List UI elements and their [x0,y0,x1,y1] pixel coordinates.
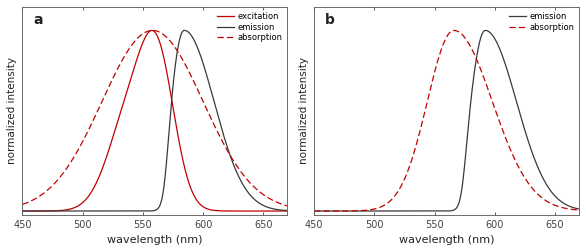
emission [311,209,318,212]
emission [279,209,286,212]
emission [181,29,188,32]
emission [412,209,419,212]
X-axis label: wavelength (nm): wavelength (nm) [399,235,495,245]
emission [250,197,257,200]
absorption [49,184,56,187]
absorption [132,39,139,42]
absorption [19,203,26,206]
excitation [148,29,155,32]
emission [341,209,348,212]
absorption [341,209,348,212]
Line: absorption: absorption [314,30,579,211]
Legend: excitation, emission, absorption: excitation, emission, absorption [217,11,283,43]
emission [121,209,128,212]
Text: a: a [33,13,43,27]
absorption [284,204,291,207]
absorption [356,209,363,212]
absorption [450,29,457,32]
absorption [149,29,156,32]
Line: absorption: absorption [22,30,288,206]
emission [49,209,56,212]
emission [65,209,72,212]
excitation [250,209,257,212]
emission [570,206,577,209]
emission [542,181,549,184]
Y-axis label: normalized intensity: normalized intensity [298,57,309,164]
X-axis label: wavelength (nm): wavelength (nm) [107,235,203,245]
excitation [121,99,128,102]
Y-axis label: normalized intensity: normalized intensity [7,57,17,164]
absorption [121,55,128,58]
emission [356,209,363,212]
absorption [570,208,577,211]
excitation [132,62,139,65]
emission [284,209,291,212]
excitation [279,209,286,212]
Line: excitation: excitation [22,30,288,211]
absorption [65,164,72,167]
absorption [279,203,286,206]
Legend: emission, absorption: emission, absorption [508,11,575,33]
emission [575,207,582,210]
emission [424,209,431,212]
Line: emission: emission [314,30,579,211]
absorption [542,199,549,202]
Text: b: b [325,13,335,27]
absorption [424,101,431,104]
emission [132,209,139,212]
excitation [284,209,291,212]
Line: emission: emission [22,30,288,211]
excitation [65,208,72,211]
excitation [49,209,56,212]
excitation [19,209,26,212]
emission [19,209,26,212]
absorption [575,209,582,212]
absorption [412,145,419,148]
emission [482,29,489,32]
absorption [311,209,318,212]
absorption [250,185,257,188]
